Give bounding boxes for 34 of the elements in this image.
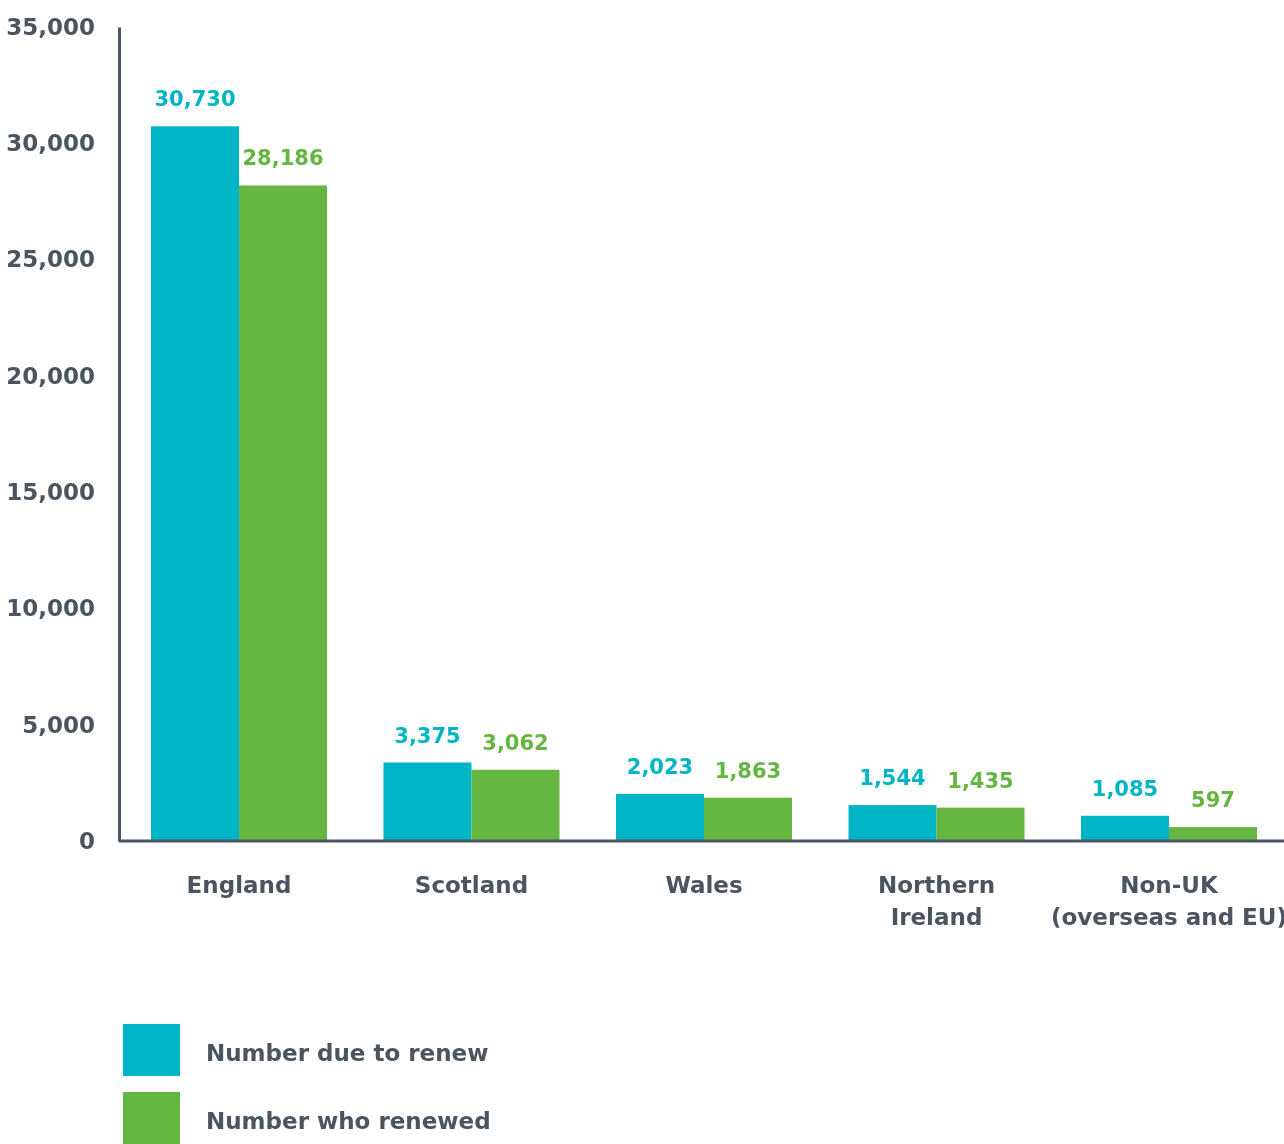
bar xyxy=(1169,827,1257,841)
x-tick-label: Northern Ireland xyxy=(877,872,996,930)
bar xyxy=(239,185,327,841)
y-tick-label: 0 xyxy=(78,827,95,854)
x-tick-label: Wales xyxy=(665,872,743,898)
data-label: 2,023 xyxy=(626,754,694,779)
data-label: 3,375 xyxy=(394,723,461,748)
y-tick-label: 15,000 xyxy=(6,479,95,505)
legend-label: Number due to renew xyxy=(206,1040,489,1066)
y-tick-label: 10,000 xyxy=(6,595,95,622)
data-label: 3,062 xyxy=(482,730,549,755)
data-label: 1,863 xyxy=(714,758,782,783)
bar xyxy=(383,762,472,841)
y-tick-label: 35,000 xyxy=(6,13,95,40)
bar xyxy=(471,769,560,841)
data-label: 1,544 xyxy=(859,766,926,791)
bar xyxy=(936,807,1025,841)
y-tick-label: 5,000 xyxy=(22,711,95,738)
data-label: 1,085 xyxy=(1091,776,1159,801)
data-label: 28,186 xyxy=(242,146,324,171)
bar xyxy=(151,126,239,841)
legend-label: Number who renewed xyxy=(206,1108,491,1134)
data-label: 30,730 xyxy=(154,87,236,112)
data-label: 597 xyxy=(1191,788,1235,813)
x-tick-label: Scotland xyxy=(414,872,529,898)
bar xyxy=(1081,815,1169,841)
data-label: 1,435 xyxy=(947,768,1014,793)
bar xyxy=(704,797,792,841)
x-tick-label: England xyxy=(186,872,292,898)
bar xyxy=(616,793,704,841)
bar xyxy=(848,805,937,841)
y-tick-label: 30,000 xyxy=(6,130,95,157)
y-tick-label: 25,000 xyxy=(6,246,95,273)
y-tick-label: 20,000 xyxy=(6,362,95,389)
